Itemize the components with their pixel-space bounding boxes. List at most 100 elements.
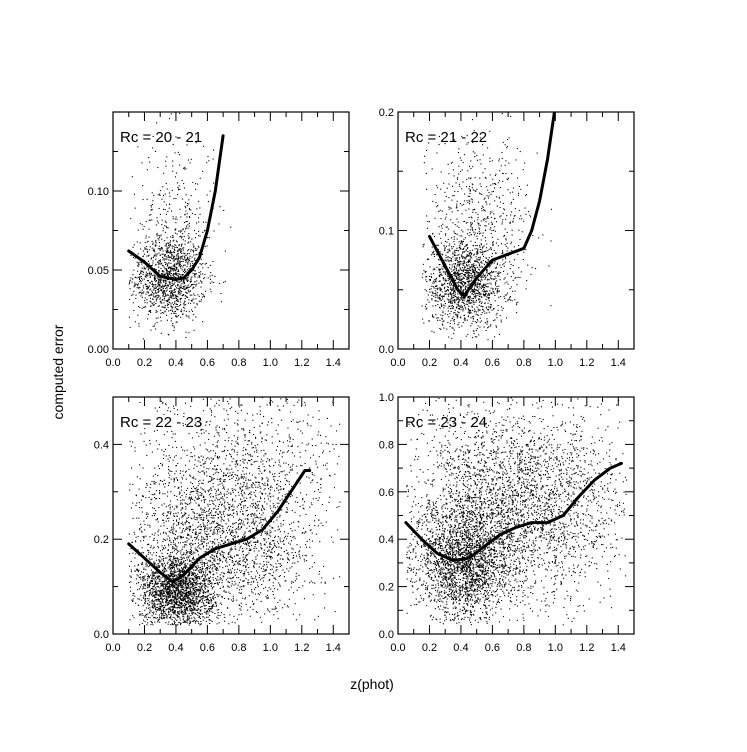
scatter-point [452,300,453,301]
scatter-point [433,281,434,282]
scatter-point [139,624,140,625]
scatter-point [205,291,206,292]
scatter-point [132,176,133,177]
scatter-point [188,291,189,292]
scatter-point [202,600,203,601]
scatter-point [211,594,212,595]
scatter-point [160,190,161,191]
scatter-point [452,162,453,163]
scatter-point [175,295,176,296]
scatter-point [154,297,155,298]
scatter-point [181,246,182,247]
scatter-point [472,267,473,268]
scatter-point [442,311,443,312]
scatter-point [161,235,162,236]
scatter-point [481,250,482,251]
scatter-point [426,189,427,190]
scatter-point [514,215,515,216]
scatter-point [168,596,169,597]
scatter-point [486,293,487,294]
scatter-point [149,273,150,274]
scatter-point [451,237,452,238]
scatter-point [468,260,469,261]
scatter-points [129,397,341,625]
scatter-point [469,272,470,273]
scatter-point [497,313,498,314]
scatter-point [200,301,201,302]
scatter-point [472,321,473,322]
scatter-point [476,289,477,290]
scatter-point [456,182,457,183]
scatter-point [478,310,479,311]
scatter-point [470,302,471,303]
scatter-point [183,307,184,308]
scatter-point [162,249,163,250]
scatter-point [165,307,166,308]
scatter-point [448,278,449,279]
scatter-point [429,276,430,277]
scatter-point [162,306,163,307]
scatter-point [460,261,461,262]
scatter-point [190,560,191,561]
scatter-point [155,288,156,289]
scatter-point [185,605,186,606]
scatter-point [441,243,442,244]
scatter-point [156,234,157,235]
scatter-point [172,171,173,172]
scatter-point [467,281,468,282]
scatter-point [195,316,196,317]
scatter-point [456,273,457,274]
scatter-point [494,308,495,309]
y-tick-label: 0.2 [379,107,394,119]
scatter-point [149,249,150,250]
scatter-point [486,244,487,245]
scatter-point [440,295,441,296]
scatter-point [470,168,471,169]
scatter-point [191,309,192,310]
scatter-point [461,188,462,189]
scatter-point [188,259,189,260]
scatter-point [481,314,482,315]
scatter-point [445,274,446,275]
scatter-point [172,563,173,564]
scatter-point [159,610,160,611]
scatter-point [206,162,207,163]
scatter-point [491,306,492,307]
scatter-point [191,278,192,279]
scatter-point [450,219,451,220]
scatter-point [170,569,171,570]
scatter-point [465,307,466,308]
scatter-point [179,265,180,266]
scatter-point [182,244,183,245]
scatter-point [458,261,459,262]
scatter-point [520,151,521,152]
scatter-point [164,262,165,263]
scatter-point [138,264,139,265]
scatter-point [200,235,201,236]
scatter-point [433,252,434,253]
scatter-point [180,258,181,259]
scatter-point [171,290,172,291]
scatter-point [484,285,485,286]
scatter-point [214,595,215,596]
scatter-point [480,249,481,250]
scatter-point [460,203,461,204]
scatter-point [459,299,460,300]
scatter-point [170,267,171,268]
scatter-point [178,189,179,190]
scatter-point [187,278,188,279]
scatter-point [137,241,138,242]
scatter-point [186,315,187,316]
scatter-point [495,184,496,185]
scatter-point [479,299,480,300]
scatter-point [485,291,486,292]
scatter-point [200,280,201,281]
scatter-point [173,566,174,567]
scatter-point [445,255,446,256]
scatter-point [160,250,161,251]
scatter-point [503,213,504,214]
scatter-point [485,277,486,278]
scatter-point [507,273,508,274]
scatter-point [169,267,170,268]
scatter-point [138,570,139,571]
